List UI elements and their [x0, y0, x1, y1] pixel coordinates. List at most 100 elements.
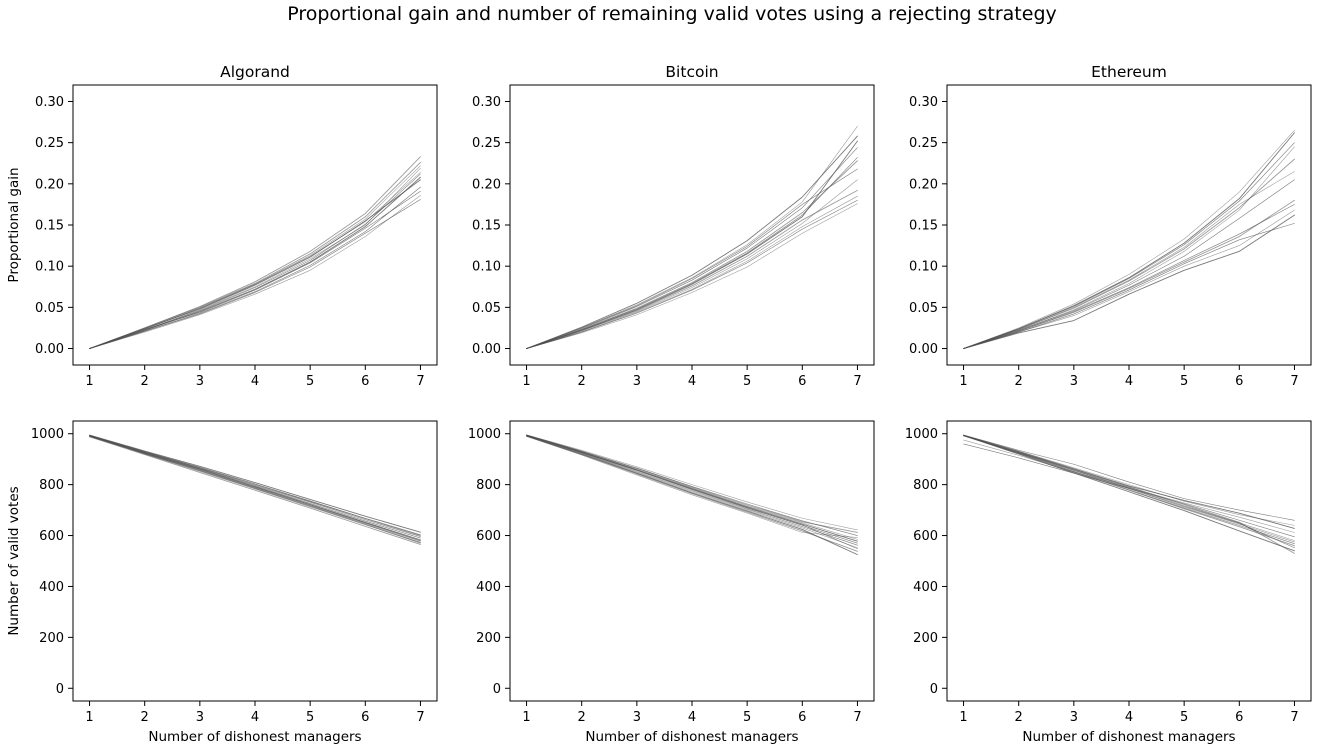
x-tick-label: 2	[578, 710, 586, 725]
y-tick-label: 600	[476, 529, 501, 544]
x-tick-label: 5	[743, 710, 751, 725]
x-tick-label: 5	[1180, 710, 1188, 725]
subplot-title: Ethereum	[1091, 63, 1167, 81]
y-tick-label: 0.00	[472, 342, 501, 357]
series-line	[89, 179, 421, 349]
y-tick-label: 0.20	[472, 177, 501, 192]
y-tick-label: 200	[913, 631, 938, 646]
x-tick-label: 3	[633, 374, 641, 389]
y-tick-label: 600	[913, 529, 938, 544]
series-line	[963, 435, 1295, 552]
x-axis-label: Number of dishonest managers	[585, 729, 798, 745]
x-tick-label: 6	[1235, 374, 1243, 389]
series-line	[89, 176, 421, 349]
x-tick-label: 4	[1125, 710, 1133, 725]
y-tick-label: 1000	[468, 427, 501, 442]
x-tick-label: 2	[141, 374, 149, 389]
series-line	[89, 199, 421, 349]
series-line	[89, 195, 421, 349]
x-tick-label: 1	[959, 374, 967, 389]
series-line	[526, 434, 858, 531]
series-line	[963, 434, 1295, 526]
series-line	[526, 435, 858, 546]
x-tick-label: 2	[1015, 710, 1023, 725]
x-tick-label: 4	[1125, 374, 1133, 389]
axes-frame	[509, 420, 875, 702]
series-line	[526, 189, 858, 349]
x-tick-label: 2	[141, 710, 149, 725]
axes-frame	[509, 84, 875, 366]
x-tick-label: 1	[959, 710, 967, 725]
series-line	[89, 161, 421, 349]
y-tick-label: 200	[476, 631, 501, 646]
x-tick-label: 6	[798, 374, 806, 389]
x-tick-label: 1	[85, 710, 93, 725]
y-tick-label: 400	[913, 580, 938, 595]
series-line	[89, 171, 421, 349]
x-tick-label: 7	[1290, 710, 1298, 725]
series-line	[526, 157, 858, 349]
series-line	[963, 434, 1295, 521]
y-tick-label: 0.15	[35, 219, 64, 234]
series-line	[89, 435, 421, 539]
series-line	[89, 435, 421, 542]
series-line	[526, 435, 858, 538]
series-line	[526, 203, 858, 349]
subplot-2: 1 2 3 4 5 6 7 0.00 0.05 0.10 0.15 0.20 0.25 0.30 Bitco…	[472, 63, 875, 389]
x-tick-label: 5	[1180, 374, 1188, 389]
series-group	[963, 434, 1295, 554]
series-line	[963, 434, 1295, 554]
series-line	[526, 195, 858, 349]
series-line	[526, 435, 858, 549]
x-tick-label: 6	[1235, 710, 1243, 725]
series-line	[963, 129, 1295, 349]
series-line	[963, 434, 1295, 529]
series-line	[963, 142, 1295, 349]
x-tick-label: 7	[853, 374, 861, 389]
y-tick-label: 0.10	[472, 260, 501, 275]
y-tick-label: 0.10	[35, 260, 64, 275]
x-tick-label: 3	[196, 710, 204, 725]
series-group	[963, 129, 1295, 349]
series-group	[89, 434, 421, 545]
series-line	[963, 435, 1295, 547]
series-line	[526, 125, 858, 349]
y-tick-label: 600	[39, 529, 64, 544]
subplot-5: 1 2 3 4 5 6 7 0 200 400 600 800 1000 Number of dishon…	[468, 420, 875, 745]
y-tick-label: 400	[476, 580, 501, 595]
y-tick-label: 0	[56, 682, 64, 697]
series-line	[963, 209, 1295, 349]
y-tick-label: 1000	[905, 427, 938, 442]
series-line	[89, 434, 421, 533]
series-line	[526, 179, 858, 349]
y-tick-label: 200	[39, 631, 64, 646]
y-tick-label: 0.30	[472, 95, 501, 110]
series-line	[963, 214, 1295, 349]
y-tick-label: 0.00	[35, 342, 64, 357]
x-tick-label: 3	[633, 710, 641, 725]
x-tick-label: 4	[251, 710, 259, 725]
x-tick-label: 6	[798, 710, 806, 725]
x-tick-label: 2	[578, 374, 586, 389]
y-tick-label: 0.10	[909, 260, 938, 275]
x-tick-label: 3	[1070, 374, 1078, 389]
series-line	[526, 135, 858, 349]
y-tick-label: 0.05	[35, 301, 64, 316]
series-line	[526, 434, 858, 540]
x-tick-label: 2	[1015, 374, 1023, 389]
series-group	[526, 125, 858, 349]
y-tick-label: 800	[913, 478, 938, 493]
series-line	[526, 140, 858, 349]
series-line	[963, 179, 1295, 349]
y-tick-label: 0.15	[472, 219, 501, 234]
x-tick-label: 4	[251, 374, 259, 389]
x-tick-label: 4	[688, 374, 696, 389]
x-axis-label: Number of dishonest managers	[148, 729, 361, 745]
x-tick-label: 4	[688, 710, 696, 725]
figure-title: Proportional gain and number of remainin…	[287, 3, 1057, 25]
series-line	[963, 435, 1295, 544]
series-line	[89, 156, 421, 349]
series-line	[526, 435, 858, 550]
y-tick-label: 0.00	[909, 342, 938, 357]
